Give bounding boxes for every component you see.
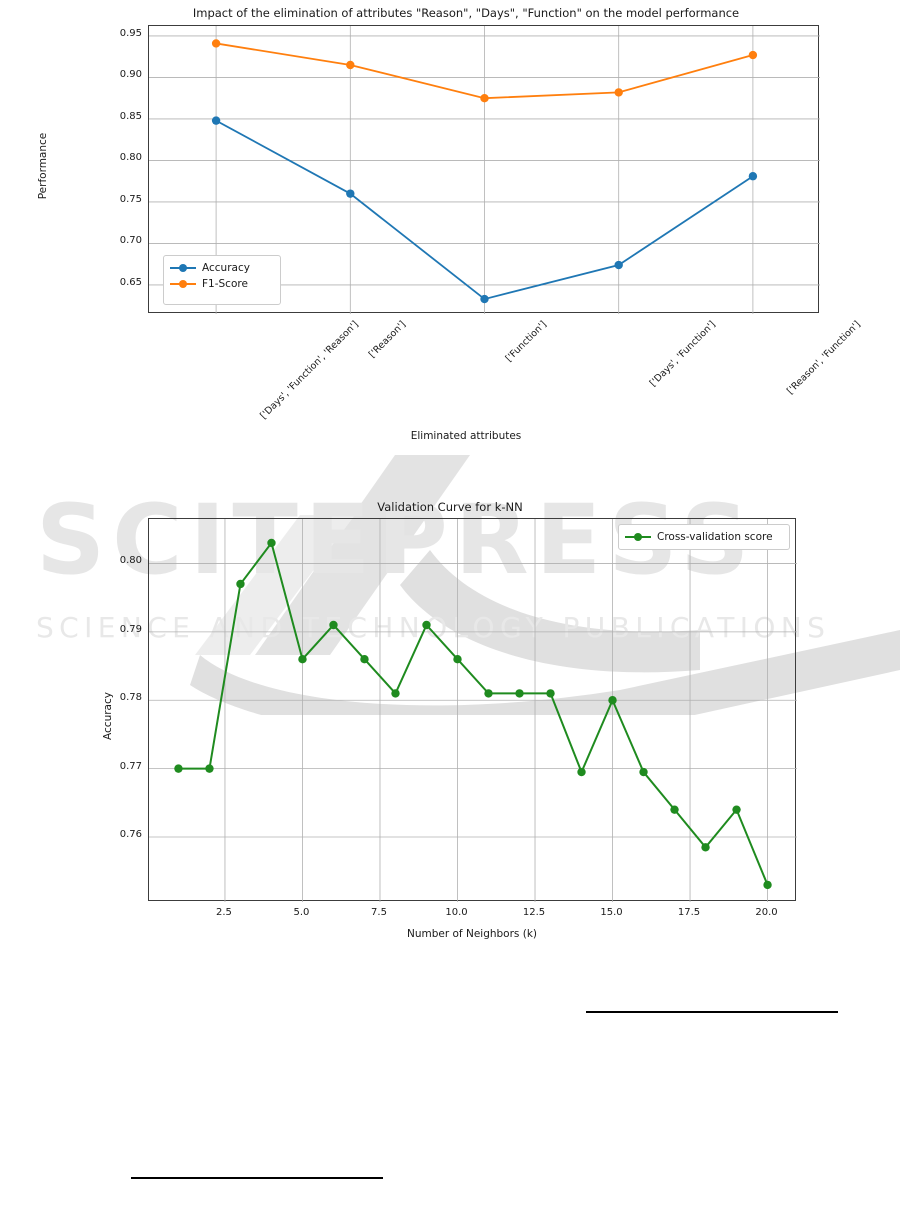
- figure2-y-tick: 0.77: [119, 760, 142, 772]
- figure1-y-tick: 0.90: [119, 69, 142, 81]
- figure1-y-tick: 0.65: [119, 276, 142, 288]
- figure2-x-tick: 5.0: [293, 907, 310, 918]
- figure2-x-tick: 15.0: [600, 907, 623, 918]
- figure2-y-axis-label: Accuracy: [102, 692, 114, 740]
- figure1-title: Impact of the elimination of attributes …: [192, 6, 740, 20]
- figure1-x-tick: ['Days', 'Function']: [647, 319, 718, 390]
- figure2-legend-item[interactable]: Cross-validation score: [625, 529, 783, 545]
- figure1-y-tick: 0.95: [119, 27, 142, 39]
- figure1-y-tick: 0.80: [119, 152, 142, 164]
- figure1-x-tick: ['Reason', 'Function']: [784, 319, 863, 397]
- figure2-y-tick: 0.78: [119, 692, 142, 704]
- legend-line-marker-icon: [170, 262, 196, 274]
- figure1-legend-item[interactable]: Accuracy: [170, 260, 274, 276]
- figure1-lines: [149, 26, 820, 314]
- legend-line-marker-icon: [625, 531, 651, 543]
- figure2-x-axis-label: Number of Neighbors (k): [406, 928, 537, 940]
- figure2-x-tick: 10.0: [445, 907, 468, 918]
- figure1-legend-label: F1-Score: [202, 278, 248, 290]
- figure2-y-tick: 0.79: [119, 623, 142, 635]
- figure1-y-tick: 0.75: [119, 193, 142, 205]
- figure2-plot-area: [148, 518, 797, 902]
- figure2-title: Validation Curve for k-NN: [377, 500, 523, 514]
- figure2-y-tick: 0.80: [119, 555, 142, 567]
- figure1-y-tick: 0.70: [119, 235, 142, 247]
- footnote-rule-bottom: [131, 1177, 383, 1179]
- figure2-x-tick: 17.5: [677, 907, 701, 918]
- figure1-legend-label: Accuracy: [202, 262, 250, 274]
- figure1-legend[interactable]: Accuracy F1-Score: [163, 255, 281, 305]
- figure2-y-tick: 0.76: [119, 829, 142, 841]
- figure1-y-tick: 0.85: [119, 110, 142, 122]
- figure1-plot-area: [148, 25, 820, 314]
- figure2-lines: [149, 519, 797, 902]
- figure2-legend[interactable]: Cross-validation score: [618, 524, 790, 550]
- footnote-rule-top: [586, 1011, 838, 1013]
- figure1-legend-item[interactable]: F1-Score: [170, 276, 274, 292]
- figure1-x-tick: ['Days', 'Function', 'Reason']: [258, 319, 361, 422]
- legend-line-marker-icon: [170, 278, 196, 290]
- figure1-x-axis-label: Eliminated attributes: [410, 430, 522, 442]
- figure1-x-tick: ['Function']: [503, 319, 549, 365]
- figure2-x-tick: 2.5: [216, 907, 232, 918]
- figure1-y-axis-label: Performance: [37, 132, 49, 200]
- figure2-x-tick: 20.0: [755, 907, 778, 918]
- figure1-x-tick: ['Reason']: [367, 319, 409, 361]
- figure2-x-tick: 7.5: [371, 907, 387, 918]
- figure2-x-tick: 12.5: [522, 907, 546, 918]
- figure2-legend-label: Cross-validation score: [657, 531, 773, 543]
